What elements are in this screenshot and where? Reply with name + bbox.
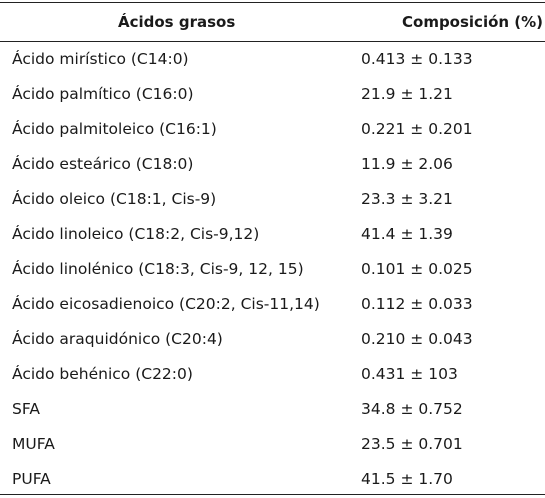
fatty-acid-name: Ácido linoleico (C18:2, Cis-9,12) [12,224,260,243]
composition-value: 11.9 ± 2.06 [361,154,453,173]
fatty-acid-name: Ácido behénico (C22:0) [12,364,193,383]
table-row: Ácido linolénico (C18:3, Cis-9, 12, 15) … [0,251,545,286]
table-bottom-rule [0,494,545,495]
fatty-acid-name: PUFA [12,469,51,488]
composition-value: 23.5 ± 0.701 [361,434,463,453]
header-fatty-acids: Ácidos grasos [118,13,236,31]
composition-value: 0.101 ± 0.025 [361,259,473,278]
table-row: Ácido behénico (C22:0) 0.431 ± 103 [0,356,545,391]
composition-value: 21.9 ± 1.21 [361,84,453,103]
fatty-acid-name: MUFA [12,434,55,453]
table-row: Ácido linoleico (C18:2, Cis-9,12) 41.4 ±… [0,216,545,251]
table-header-row: Ácidos grasos Composición (%) [0,4,545,40]
table-row: MUFA 23.5 ± 0.701 [0,426,545,461]
composition-value: 0.431 ± 103 [361,364,458,383]
composition-value: 0.112 ± 0.033 [361,294,473,313]
table-top-rule [0,2,545,3]
table-row: Ácido oleico (C18:1, Cis-9) 23.3 ± 3.21 [0,181,545,216]
fatty-acid-name: Ácido mirístico (C14:0) [12,49,189,68]
composition-value: 0.221 ± 0.201 [361,119,473,138]
table-row: Ácido mirístico (C14:0) 0.413 ± 0.133 [0,41,545,76]
table-row: Ácido eicosadienoico (C20:2, Cis-11,14) … [0,286,545,321]
fatty-acid-name: Ácido linolénico (C18:3, Cis-9, 12, 15) [12,259,304,278]
fatty-acid-name: Ácido esteárico (C18:0) [12,154,194,173]
composition-value: 41.5 ± 1.70 [361,469,453,488]
table-row: Ácido araquidónico (C20:4) 0.210 ± 0.043 [0,321,545,356]
table-row: Ácido palmítico (C16:0) 21.9 ± 1.21 [0,76,545,111]
composition-value: 0.413 ± 0.133 [361,49,473,68]
table-row: Ácido esteárico (C18:0) 11.9 ± 2.06 [0,146,545,181]
composition-value: 23.3 ± 3.21 [361,189,453,208]
table-row: SFA 34.8 ± 0.752 [0,391,545,426]
fatty-acid-name: SFA [12,399,40,418]
fatty-acid-name: Ácido oleico (C18:1, Cis-9) [12,189,217,208]
composition-value: 41.4 ± 1.39 [361,224,453,243]
table-header-rule [0,41,545,42]
table-row: PUFA 41.5 ± 1.70 [0,461,545,496]
fatty-acid-name: Ácido palmitoleico (C16:1) [12,119,217,138]
composition-value: 0.210 ± 0.043 [361,329,473,348]
composition-value: 34.8 ± 0.752 [361,399,463,418]
table-row: Ácido palmitoleico (C16:1) 0.221 ± 0.201 [0,111,545,146]
fatty-acid-name: Ácido eicosadienoico (C20:2, Cis-11,14) [12,294,320,313]
header-composition: Composición (%) [402,13,544,31]
fatty-acid-name: Ácido araquidónico (C20:4) [12,329,223,348]
fatty-acid-name: Ácido palmítico (C16:0) [12,84,194,103]
